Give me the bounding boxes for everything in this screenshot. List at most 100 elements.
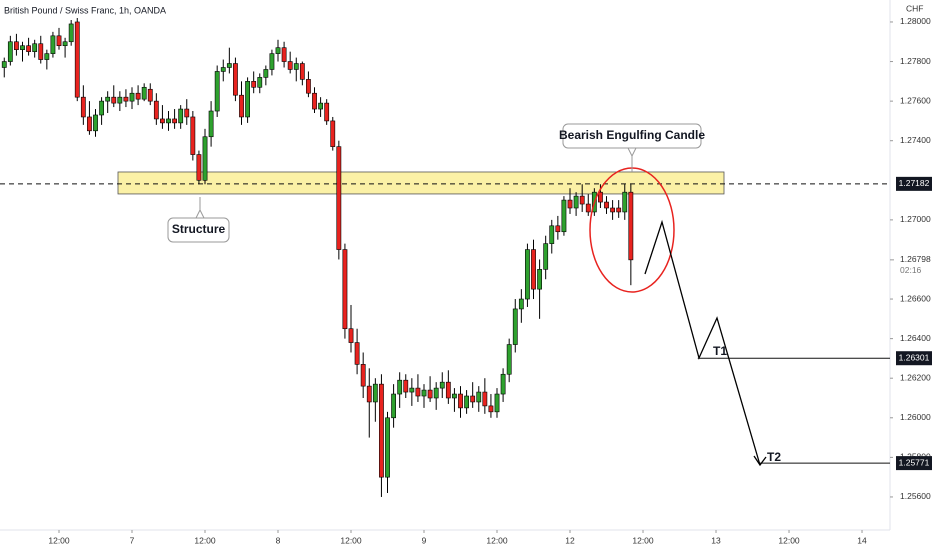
candle-body — [598, 191, 603, 203]
countdown-label: 02:16 — [900, 265, 922, 275]
candle-body — [452, 393, 457, 399]
x-tick-label: 12:00 — [340, 535, 362, 545]
candle-body — [318, 102, 323, 110]
candle-body — [196, 154, 202, 181]
candle-body — [445, 381, 451, 399]
candle-body — [567, 199, 573, 209]
price-label: 1.27182 — [899, 178, 930, 188]
candle-body — [32, 43, 38, 52]
candle-body — [439, 381, 445, 389]
structure-label: Structure — [172, 222, 226, 236]
candle-body — [470, 395, 476, 403]
candle-body — [251, 81, 257, 88]
candle-body — [275, 47, 281, 54]
x-tick-label: 7 — [130, 535, 135, 545]
candle-body — [433, 387, 439, 399]
candle-body — [62, 41, 68, 47]
candle-body — [26, 45, 31, 52]
candle-body — [147, 88, 153, 102]
x-tick-label: 12:00 — [632, 535, 654, 545]
candle-body — [500, 373, 506, 395]
candle-body — [56, 35, 62, 47]
candle-body — [68, 23, 74, 43]
candle-body — [403, 379, 409, 393]
candle-body — [80, 96, 86, 118]
candle-body — [226, 63, 232, 68]
candle-body — [525, 249, 530, 300]
candle-body — [287, 61, 293, 70]
candle-body — [409, 387, 415, 393]
candle-body — [543, 243, 549, 270]
candle-body — [214, 71, 220, 112]
candle-body — [616, 207, 622, 213]
y-tick-label: 1.26400 — [900, 333, 931, 343]
candle-body — [391, 393, 396, 419]
y-tick-label: 1.27000 — [900, 214, 931, 224]
candle-body — [87, 116, 92, 132]
x-tick-label: 9 — [422, 535, 427, 545]
x-tick-label: 12:00 — [48, 535, 70, 545]
projection-arrow — [753, 455, 767, 467]
candle-body — [93, 114, 98, 132]
callout-pointer — [195, 197, 205, 219]
candle-body — [263, 69, 269, 78]
candle-body — [549, 225, 555, 244]
candle-body — [184, 108, 190, 118]
candle-body — [239, 94, 244, 118]
candle-body — [20, 45, 25, 50]
candle-body — [208, 110, 214, 138]
callout-pointer — [627, 147, 637, 172]
candle-body — [585, 203, 591, 213]
projection-path — [644, 219, 761, 466]
callout-box — [167, 217, 230, 243]
candle-body — [573, 195, 579, 209]
candle-body — [1, 61, 7, 68]
candle-body — [117, 96, 123, 104]
candle-body — [166, 118, 171, 124]
candle-body — [257, 77, 263, 88]
candle-body — [299, 63, 305, 80]
candle-body — [421, 389, 427, 397]
chart-title: British Pound / Swiss Franc, 1h, OANDA — [4, 5, 166, 15]
price-label: 1.25771 — [899, 457, 930, 467]
y-tick-label: 1.27400 — [900, 135, 931, 145]
currency-label: CHF — [906, 3, 923, 13]
candle-body — [415, 387, 421, 397]
candle-body — [366, 385, 372, 403]
candle-body — [202, 136, 208, 181]
y-tick-label: 1.28000 — [900, 16, 931, 26]
pattern-label: Bearish Engulfing Candle — [559, 128, 705, 142]
support-zone — [117, 171, 725, 195]
candle-body — [172, 118, 177, 124]
candle-body — [38, 43, 44, 60]
candle-body — [348, 328, 354, 343]
candle-body — [153, 100, 159, 120]
candle-body — [190, 116, 196, 155]
t1-label: T1 — [713, 344, 727, 358]
candle-body — [233, 63, 238, 96]
candle-body — [518, 298, 524, 310]
candle-body — [610, 207, 615, 213]
candle-body — [628, 191, 634, 261]
pattern-callout: Bearish Engulfing Candle — [559, 123, 705, 172]
t2-label: T2 — [767, 450, 781, 464]
candle-body — [427, 389, 433, 399]
y-tick-label: 1.26600 — [900, 293, 931, 303]
x-tick-label: 14 — [857, 535, 867, 545]
price-label-box — [896, 176, 932, 191]
candle-body — [293, 63, 299, 70]
candle-body — [379, 383, 384, 478]
y-tick-label: 1.27800 — [900, 56, 931, 66]
candle-body — [397, 379, 403, 395]
price-label-box — [896, 351, 932, 366]
x-tick-label: 12:00 — [486, 535, 508, 545]
candle-body — [50, 35, 56, 54]
candle-body — [506, 344, 512, 375]
price-label: 1.26301 — [899, 352, 930, 362]
candle-body — [561, 199, 567, 233]
x-tick-label: 13 — [711, 535, 721, 545]
candle-body — [537, 269, 542, 290]
